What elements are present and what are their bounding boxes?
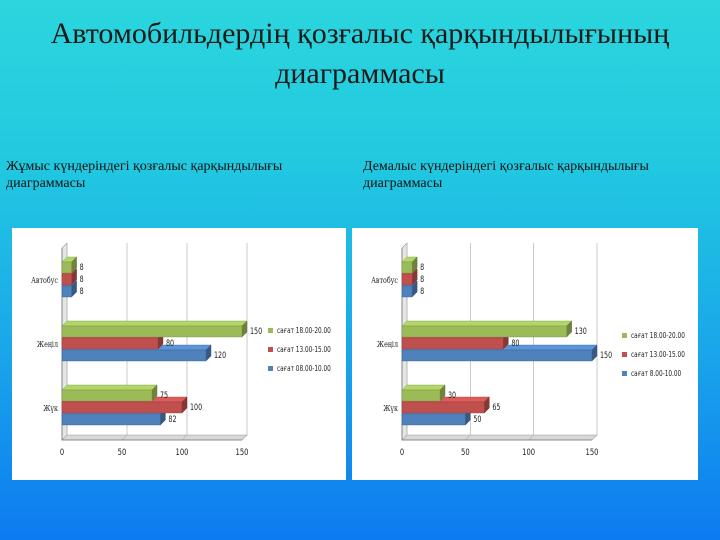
chart0-bar-top	[61, 384, 158, 391]
chart1-data-label: 8	[420, 262, 424, 272]
page-title-line2: диаграммасы	[275, 57, 445, 90]
chart1-data-label: 30	[448, 390, 456, 400]
chart-weekdays-svg: 0 50 100 150 Жүк 82 100 75 Жеңіл 120 80 150 Автобус 8…	[31, 242, 331, 457]
chart0-category-label: Автобус	[31, 275, 58, 285]
chart-weekends-svg: 0 50 100 150 Жүк 50 65 30 Жеңіл 150 80 130 Автобус 8 8…	[371, 242, 685, 457]
chart1-legend-label: сағат 13.00-15.00	[631, 350, 685, 359]
chart0-gridline-floor	[241, 434, 248, 441]
chart1-bar-0-2	[401, 389, 441, 402]
chart1-category-label: Жеңіл	[377, 339, 398, 349]
chart0-x-tick-label: 150	[236, 447, 249, 457]
chart1-legend-label: сағат 8.00-10.00	[631, 369, 681, 378]
chart1-bar-0-0	[401, 413, 466, 426]
chart0-data-label: 82	[168, 414, 176, 424]
chart1-category-label: Автобус	[371, 275, 398, 285]
chart1-data-label: 130	[575, 326, 587, 336]
chart1-legend-swatch	[622, 352, 627, 357]
chart-title-weekdays: Жұмыс күндеріндегі қозғалыс қарқындылығы…	[6, 158, 356, 192]
chart1-bar-2-1	[401, 273, 413, 286]
chart0-data-label: 100	[190, 402, 202, 412]
chart-weekends: 0 50 100 150 Жүк 50 65 30 Жеңіл 150 80 130 Автобус 8 8…	[352, 228, 698, 480]
chart1-bar-1-1	[401, 337, 504, 350]
chart0-bar-0-2	[61, 389, 153, 402]
chart-title-weekends-line2: диаграммасы	[363, 176, 443, 191]
chart1-legend-label: сағат 18.00-20.00	[631, 331, 685, 340]
chart0-bar-0-0	[61, 413, 161, 426]
chart-title-weekends: Демалыс күндеріндегі қозғалыс қарқындылы…	[363, 158, 718, 192]
chart0-data-label: 8	[80, 262, 84, 272]
page-title-line1: Автомобильдердің қозғалыс қарқындылығыны…	[50, 17, 670, 50]
chart1-gridline-floor	[591, 434, 598, 441]
chart0-legend-swatch	[268, 347, 273, 352]
chart0-x-tick-label: 0	[60, 447, 64, 457]
chart1-bar-1-0	[401, 349, 593, 362]
chart1-gridline-floor	[465, 434, 471, 441]
chart0-data-label: 80	[166, 338, 174, 348]
chart0-category-label: Жүк	[43, 403, 58, 413]
chart1-data-label: 65	[492, 402, 500, 412]
chart1-bar-top	[401, 320, 573, 327]
chart0-legend-label: сағат 13.00-15.00	[277, 345, 331, 354]
chart1-data-label: 150	[600, 350, 612, 360]
chart0-bar-2-1	[61, 273, 72, 286]
chart1-bar-0-1	[401, 401, 485, 414]
chart1-bar-1-2	[401, 325, 567, 338]
chart1-x-tick-label: 100	[522, 447, 535, 457]
chart1-gridline-floor	[528, 434, 534, 441]
chart0-bar-top	[61, 320, 248, 327]
chart0-legend-swatch	[268, 366, 273, 371]
chart0-bar-2-0	[61, 285, 72, 298]
chart0-legend-swatch	[268, 328, 273, 333]
chart1-bar-2-0	[401, 285, 413, 298]
chart0-data-label: 150	[250, 326, 262, 336]
chart1-data-label: 8	[420, 286, 424, 296]
chart0-bar-1-2	[61, 325, 243, 338]
chart0-data-label: 8	[80, 286, 84, 296]
chart1-legend-swatch	[622, 371, 627, 376]
chart0-bar-1-1	[61, 337, 159, 350]
chart-title-weekdays-line1: Жұмыс күндеріндегі қозғалыс қарқындылығы	[6, 159, 283, 174]
chart0-data-label: 75	[160, 390, 168, 400]
chart1-x-tick-label: 0	[400, 447, 404, 457]
page-title: Автомобильдердің қозғалыс қарқындылығыны…	[0, 14, 720, 94]
chart0-legend-label: сағат 08.00-10.00	[277, 364, 331, 373]
chart0-floor	[61, 434, 248, 441]
chart0-bar-1-0	[61, 349, 207, 362]
chart0-legend-label: сағат 18.00-20.00	[277, 326, 331, 335]
chart0-gridline-floor	[61, 434, 68, 441]
chart0-category-label: Жеңіл	[37, 339, 58, 349]
chart1-x-tick-label: 150	[586, 447, 599, 457]
chart1-floor	[401, 434, 598, 441]
chart0-x-tick-label: 50	[118, 447, 127, 457]
chart1-legend-swatch	[622, 333, 627, 338]
chart1-data-label: 80	[511, 338, 519, 348]
chart0-gridline-floor	[181, 434, 188, 441]
chart1-category-label: Жүк	[383, 403, 398, 413]
chart1-bar-2-2	[401, 261, 413, 274]
chart0-data-label: 120	[214, 350, 226, 360]
chart1-data-label: 8	[420, 274, 424, 284]
chart1-bar-top	[401, 384, 446, 391]
chart0-bar-0-1	[61, 401, 183, 414]
chart0-gridline-floor	[121, 434, 128, 441]
chart1-data-label: 50	[473, 414, 481, 424]
chart1-x-tick-label: 50	[461, 447, 470, 457]
chart-title-weekdays-line2: диаграммасы	[6, 176, 86, 191]
chart-weekdays: 0 50 100 150 Жүк 82 100 75 Жеңіл 120 80 150 Автобус 8…	[12, 228, 346, 480]
chart-title-weekends-line1: Демалыс күндеріндегі қозғалыс қарқындылы…	[363, 159, 649, 174]
chart0-x-tick-label: 100	[176, 447, 189, 457]
chart1-gridline-floor	[401, 434, 408, 441]
chart0-bar-2-2	[61, 261, 72, 274]
chart0-data-label: 8	[80, 274, 84, 284]
